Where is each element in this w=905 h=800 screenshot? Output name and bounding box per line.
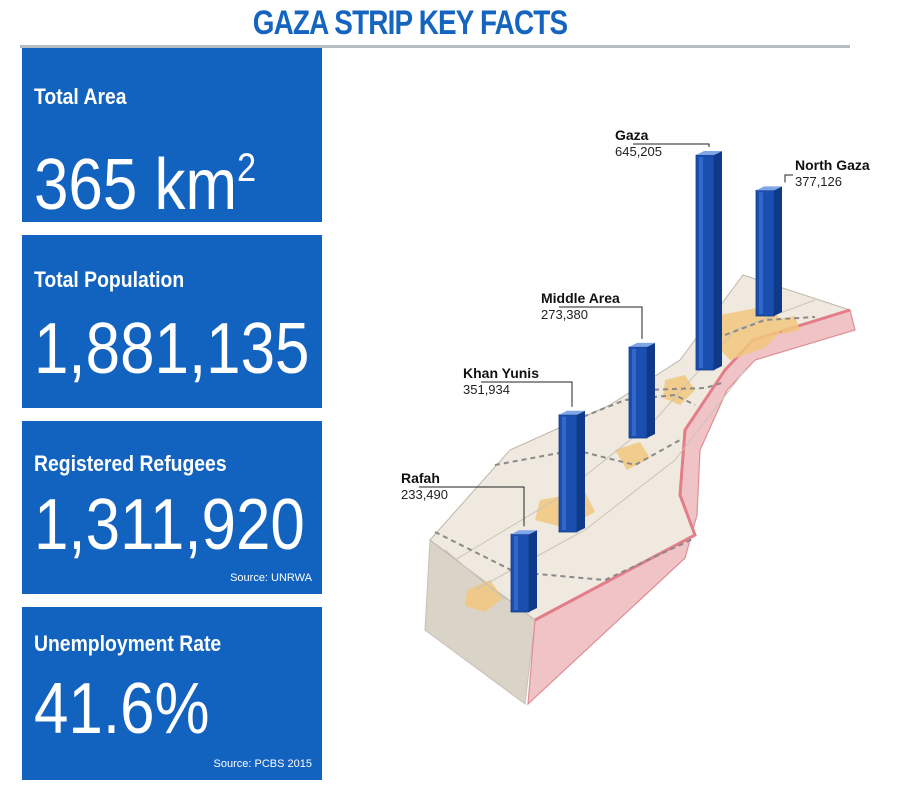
card-total-population: Total Population 1,881,135 <box>22 235 322 408</box>
bar-middle-area <box>628 342 655 439</box>
card-source: Source: UNRWA <box>230 572 312 584</box>
bar-category-label: Middle Area <box>541 290 620 306</box>
leader-line <box>419 486 525 527</box>
bar-side <box>529 530 537 612</box>
bar-north-gaza <box>755 186 782 317</box>
leader-line <box>559 306 643 339</box>
bar-front <box>510 533 530 613</box>
bar-side <box>774 186 782 316</box>
bar-top <box>559 410 585 415</box>
card-label: Unemployment Rate <box>34 631 222 656</box>
bar-rafah <box>510 530 537 613</box>
bar-highlight <box>632 348 636 436</box>
bar-value-label: 377,126 <box>795 174 842 189</box>
bar-highlight <box>699 157 703 368</box>
bar-value-label: 645,205 <box>615 144 662 159</box>
bar-category-label: North Gaza <box>795 157 870 173</box>
bar-side <box>647 342 655 438</box>
card-value-text: 1,311,920 <box>34 485 305 565</box>
bar-front <box>628 346 648 439</box>
bar-highlight <box>759 192 763 314</box>
bar-category-label: Rafah <box>401 470 440 486</box>
leader-line <box>633 143 710 147</box>
bar-top <box>696 151 722 155</box>
bar-highlight <box>562 416 566 530</box>
district-boundaries <box>434 316 816 582</box>
bar-front <box>755 189 775 317</box>
bars-layer <box>510 151 782 613</box>
bar-top <box>629 342 655 347</box>
bar-value-label: 351,934 <box>463 382 510 397</box>
card-source: Source: PCBS 2015 <box>213 758 312 770</box>
card-label: Total Area <box>34 84 127 109</box>
bar-front <box>558 414 578 533</box>
leader-line <box>481 381 573 407</box>
bar-gaza <box>695 151 722 371</box>
card-total-area: Total Area 365 km2 <box>22 48 322 222</box>
card-label: Registered Refugees <box>34 451 227 476</box>
bar-side <box>714 151 722 370</box>
card-unemployment-rate: Unemployment Rate 41.6% Source: PCBS 201… <box>22 607 322 780</box>
card-value-text: 1,881,135 <box>34 309 310 389</box>
bar-side <box>577 410 585 532</box>
bar-highlight <box>514 536 518 610</box>
card-value-superscript: 2 <box>237 146 257 190</box>
card-value: 1,881,135 <box>34 313 309 385</box>
page-title: GAZA STRIP KEY FACTS <box>252 4 568 42</box>
bar-khan-yunis <box>558 410 585 533</box>
bar-category-label: Gaza <box>615 127 649 143</box>
card-value: 1,311,920 <box>34 489 305 561</box>
bar-value-label: 233,490 <box>401 487 448 502</box>
card-registered-refugees: Registered Refugees 1,311,920 Source: UN… <box>22 421 322 594</box>
card-value: 41.6% <box>34 673 210 745</box>
bar-front <box>695 154 715 371</box>
card-value: 365 km2 <box>34 132 256 221</box>
leader-line <box>784 174 793 183</box>
bar-category-label: Khan Yunis <box>463 365 539 381</box>
bar-value-label: 273,380 <box>541 307 588 322</box>
title-divider <box>20 45 850 48</box>
bar-top <box>756 186 782 191</box>
card-value-text: 365 km <box>34 145 238 225</box>
card-value-text: 41.6% <box>34 669 210 749</box>
card-label: Total Population <box>34 267 185 292</box>
bar-top <box>511 530 537 535</box>
